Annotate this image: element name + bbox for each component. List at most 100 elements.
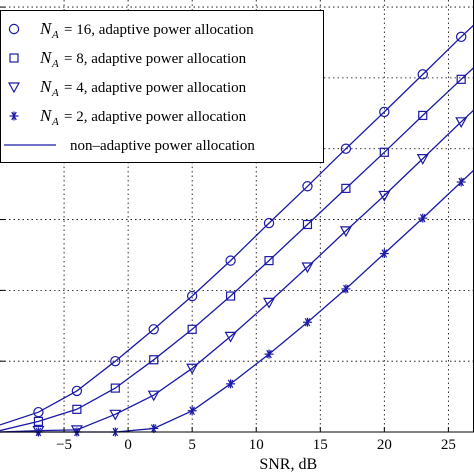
- square-point: [110, 383, 120, 393]
- series-line: [0, 109, 474, 433]
- circle-point: [186, 290, 198, 302]
- circle-marker-shape: [186, 290, 198, 302]
- triangle-marker-shape: [378, 190, 391, 202]
- circle-point: [225, 255, 236, 266]
- circle-marker-shape: [379, 106, 390, 118]
- legend-label: = 16, adaptive power allocation: [64, 22, 254, 38]
- legend-label: = 2, adaptive power allocation: [64, 109, 247, 125]
- square-marker-shape: [33, 416, 44, 426]
- asterisk-point: [379, 249, 389, 259]
- square-marker-shape: [225, 291, 236, 301]
- circle-marker-shape: [225, 255, 236, 266]
- square-point: [341, 183, 351, 193]
- square-point: [456, 74, 466, 84]
- legend-symbol: N: [39, 19, 53, 38]
- circle-point: [302, 181, 313, 192]
- asterisk-point: [187, 406, 197, 416]
- circle-marker-shape: [302, 181, 313, 192]
- triangle-down-point: [70, 425, 83, 437]
- square-point: [379, 147, 389, 157]
- series-line: [0, 66, 474, 432]
- x-axis-label: SNR, dB: [259, 456, 317, 473]
- triangle-marker-shape: [301, 262, 314, 274]
- triangle-down-point: [147, 390, 160, 402]
- legend-symbol: N: [39, 77, 53, 96]
- square-marker-shape: [379, 147, 389, 157]
- triangle-down-point: [301, 262, 314, 274]
- circle-marker-shape: [340, 143, 352, 154]
- legend-symbol: N: [39, 48, 53, 67]
- circle-marker-shape: [8, 23, 20, 35]
- square-point: [149, 355, 159, 365]
- asterisk-point: [418, 213, 428, 223]
- triangle-down-point: [32, 425, 45, 437]
- asterisk-point: [149, 423, 159, 433]
- circle-point: [110, 355, 121, 367]
- legend-circle-swatch: [8, 23, 20, 35]
- circle-point: [379, 106, 390, 118]
- circle-point: [417, 69, 428, 80]
- triangle-marker-shape: [109, 409, 122, 421]
- x-tick-label: 25: [441, 437, 456, 453]
- triangle-down-point: [378, 190, 391, 202]
- triangle-down-point: [339, 226, 352, 238]
- triangle-marker-shape: [455, 117, 468, 129]
- square-point: [72, 404, 82, 414]
- legend-label: non–adaptive power allocation: [70, 138, 255, 154]
- legend-triangle-down-swatch: [7, 82, 21, 94]
- legend-subscript: A: [51, 29, 59, 41]
- triangle-marker-shape: [70, 425, 83, 437]
- triangle-down-point: [263, 297, 276, 309]
- circle-point: [33, 406, 44, 418]
- triangle-down-point: [224, 331, 237, 343]
- circle-marker-shape: [110, 355, 121, 367]
- circle-marker-shape: [455, 31, 467, 43]
- triangle-marker-shape: [186, 363, 199, 375]
- legend-symbol: N: [39, 106, 53, 125]
- asterisk-point: [341, 284, 351, 294]
- square-marker-shape: [456, 74, 466, 84]
- square-marker-shape: [341, 183, 351, 193]
- square-point: [264, 256, 274, 266]
- series-line: [0, 169, 474, 433]
- series-line: [0, 24, 474, 426]
- circle-point: [71, 385, 83, 397]
- square-point: [225, 291, 236, 301]
- x-tick-label: 5: [188, 437, 196, 453]
- triangle-marker-shape: [339, 226, 352, 238]
- square-point: [302, 219, 313, 230]
- triangle-down-point: [416, 154, 429, 165]
- triangle-marker-shape: [32, 425, 45, 437]
- circle-point: [263, 217, 275, 229]
- x-tick-labels: −5 0 5 10 15 20 25: [56, 437, 456, 453]
- square-marker-shape: [264, 256, 274, 266]
- triangle-marker-shape: [224, 331, 237, 343]
- square-marker-shape: [149, 355, 159, 365]
- square-point: [187, 324, 197, 334]
- x-tick-label: 10: [249, 437, 264, 453]
- circle-marker-shape: [263, 217, 275, 229]
- triangle-down-point: [109, 409, 122, 421]
- triangle-down-point: [186, 363, 199, 375]
- triangle-marker-shape: [7, 82, 21, 94]
- circle-marker-shape: [148, 324, 159, 335]
- legend-label: = 8, adaptive power allocation: [64, 51, 247, 67]
- circle-point: [148, 324, 159, 335]
- legend-square-swatch: [9, 53, 19, 63]
- circle-marker-shape: [417, 69, 428, 80]
- circle-point: [455, 31, 467, 43]
- square-marker-shape: [72, 404, 82, 414]
- circle-marker-shape: [71, 385, 83, 397]
- x-tick-label: 0: [124, 437, 132, 453]
- triangle-marker-shape: [263, 297, 276, 309]
- legend-subscript: A: [51, 116, 59, 128]
- asterisk-point: [456, 177, 466, 187]
- circle-marker-shape: [33, 406, 44, 418]
- square-point: [33, 416, 44, 426]
- square-point: [418, 110, 428, 121]
- legend-asterisk-swatch: [9, 111, 19, 121]
- x-tick-label: 15: [313, 437, 328, 453]
- asterisk-point: [302, 317, 312, 327]
- square-marker-shape: [302, 219, 313, 230]
